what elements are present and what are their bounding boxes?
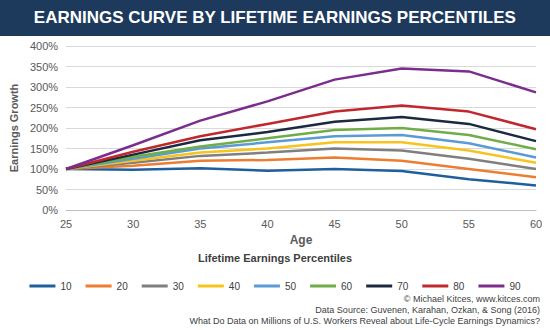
- svg-text:30: 30: [127, 218, 139, 230]
- svg-text:40: 40: [229, 281, 241, 292]
- svg-text:Age: Age: [290, 233, 313, 247]
- svg-text:55: 55: [463, 218, 475, 230]
- svg-text:0%: 0%: [42, 204, 58, 216]
- svg-text:Earnings Growth: Earnings Growth: [8, 83, 20, 172]
- svg-text:Lifetime Earnings Percentiles: Lifetime Earnings Percentiles: [198, 252, 352, 264]
- svg-text:100%: 100%: [30, 163, 58, 175]
- svg-text:80: 80: [453, 281, 465, 292]
- svg-text:50%: 50%: [36, 184, 58, 196]
- svg-text:60: 60: [530, 218, 542, 230]
- svg-text:300%: 300%: [30, 81, 58, 93]
- svg-text:90: 90: [509, 281, 521, 292]
- svg-text:10: 10: [60, 281, 72, 292]
- svg-text:50: 50: [285, 281, 297, 292]
- svg-text:EARNINGS CURVE BY LIFETIME EAR: EARNINGS CURVE BY LIFETIME EARNINGS PERC…: [34, 8, 516, 27]
- svg-text:30: 30: [173, 281, 185, 292]
- svg-text:35: 35: [194, 218, 206, 230]
- svg-text:40: 40: [261, 218, 273, 230]
- svg-text:150%: 150%: [30, 143, 58, 155]
- svg-text:50: 50: [396, 218, 408, 230]
- svg-text:250%: 250%: [30, 102, 58, 114]
- svg-text:200%: 200%: [30, 122, 58, 134]
- svg-text:25: 25: [60, 218, 72, 230]
- svg-text:70: 70: [397, 281, 409, 292]
- svg-text:350%: 350%: [30, 61, 58, 73]
- svg-text:© Michael Kitces, www.kitces.c: © Michael Kitces, www.kitces.com: [404, 294, 540, 304]
- svg-text:400%: 400%: [30, 40, 58, 52]
- svg-text:60: 60: [341, 281, 353, 292]
- svg-text:What Do Data on Millions of U.: What Do Data on Millions of U.S. Workers…: [190, 316, 540, 326]
- svg-text:45: 45: [328, 218, 340, 230]
- svg-text:Data Source: Guvenen, Karahan,: Data Source: Guvenen, Karahan, Ozkan, & …: [315, 305, 540, 315]
- svg-text:20: 20: [117, 281, 129, 292]
